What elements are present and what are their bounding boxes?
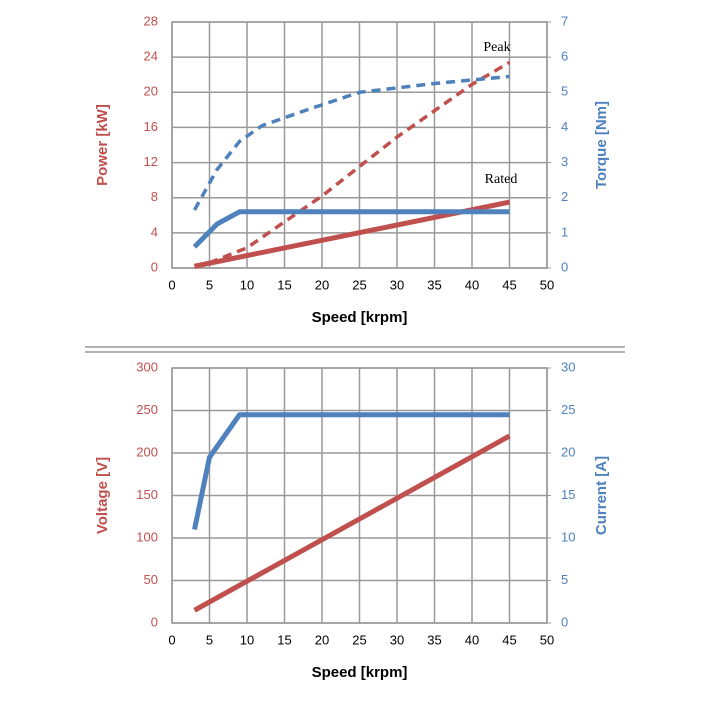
y-tick-label: 24 <box>144 49 158 64</box>
x-tick-label: 50 <box>540 277 554 292</box>
x-tick-label: 30 <box>390 277 404 292</box>
x-tick-label: 35 <box>427 277 441 292</box>
x-tick-label: 10 <box>240 277 254 292</box>
y2-tick-label: 20 <box>561 444 575 459</box>
y-tick-label: 12 <box>144 154 158 169</box>
x-tick-label: 25 <box>352 277 366 292</box>
y2-tick-label: 30 <box>561 359 575 374</box>
y2-axis-title: Current [A] <box>593 456 610 535</box>
x-tick-label: 15 <box>277 632 291 647</box>
y2-tick-label: 10 <box>561 529 575 544</box>
x-axis-title: Speed [krpm] <box>312 664 408 681</box>
annotation: Rated <box>485 172 518 187</box>
series-line <box>192 209 510 249</box>
y-axis-title: Power [kW] <box>94 104 111 186</box>
y2-tick-label: 4 <box>561 119 568 134</box>
y-tick-label: 16 <box>144 119 158 134</box>
x-tick-label: 20 <box>315 277 329 292</box>
y-axis-title: Voltage [V] <box>94 457 111 534</box>
x-tick-label: 50 <box>540 632 554 647</box>
annotation: Peak <box>483 40 510 55</box>
y2-axis-title: Torque [Nm] <box>593 101 610 189</box>
y2-tick-label: 0 <box>561 259 568 274</box>
x-tick-label: 30 <box>390 632 404 647</box>
y2-tick-label: 25 <box>561 402 575 417</box>
y2-tick-label: 7 <box>561 13 568 28</box>
x-tick-label: 0 <box>168 632 175 647</box>
x-tick-label: 5 <box>206 632 213 647</box>
x-tick-label: 10 <box>240 632 254 647</box>
y2-tick-label: 5 <box>561 572 568 587</box>
y2-tick-label: 0 <box>561 614 568 629</box>
y-tick-label: 200 <box>136 444 158 459</box>
y2-tick-label: 6 <box>561 49 568 64</box>
y-tick-label: 150 <box>136 487 158 502</box>
y-tick-label: 4 <box>151 224 158 239</box>
x-tick-label: 45 <box>502 632 516 647</box>
y-tick-label: 50 <box>144 572 158 587</box>
y-tick-label: 250 <box>136 402 158 417</box>
y-tick-label: 100 <box>136 529 158 544</box>
x-tick-label: 25 <box>352 632 366 647</box>
plot-frame <box>171 21 548 269</box>
x-tick-label: 45 <box>502 277 516 292</box>
x-tick-label: 0 <box>168 277 175 292</box>
x-axis-title: Speed [krpm] <box>312 309 408 326</box>
series-line <box>193 433 511 613</box>
y2-tick-label: 15 <box>561 487 575 502</box>
x-tick-label: 40 <box>465 632 479 647</box>
y2-tick-label: 5 <box>561 84 568 99</box>
y-tick-label: 0 <box>151 614 158 629</box>
series-line <box>192 74 510 211</box>
series-line <box>192 412 510 531</box>
y-tick-label: 8 <box>151 189 158 204</box>
x-tick-label: 15 <box>277 277 291 292</box>
y2-tick-label: 1 <box>561 224 568 239</box>
y2-tick-label: 3 <box>561 154 568 169</box>
x-tick-label: 20 <box>315 632 329 647</box>
y2-tick-label: 2 <box>561 189 568 204</box>
x-tick-label: 40 <box>465 277 479 292</box>
y-tick-label: 20 <box>144 84 158 99</box>
plot-frame <box>171 367 548 624</box>
x-tick-label: 35 <box>427 632 441 647</box>
y-tick-label: 28 <box>144 13 158 28</box>
x-tick-label: 5 <box>206 277 213 292</box>
y-tick-label: 300 <box>136 359 158 374</box>
y-tick-label: 0 <box>151 259 158 274</box>
